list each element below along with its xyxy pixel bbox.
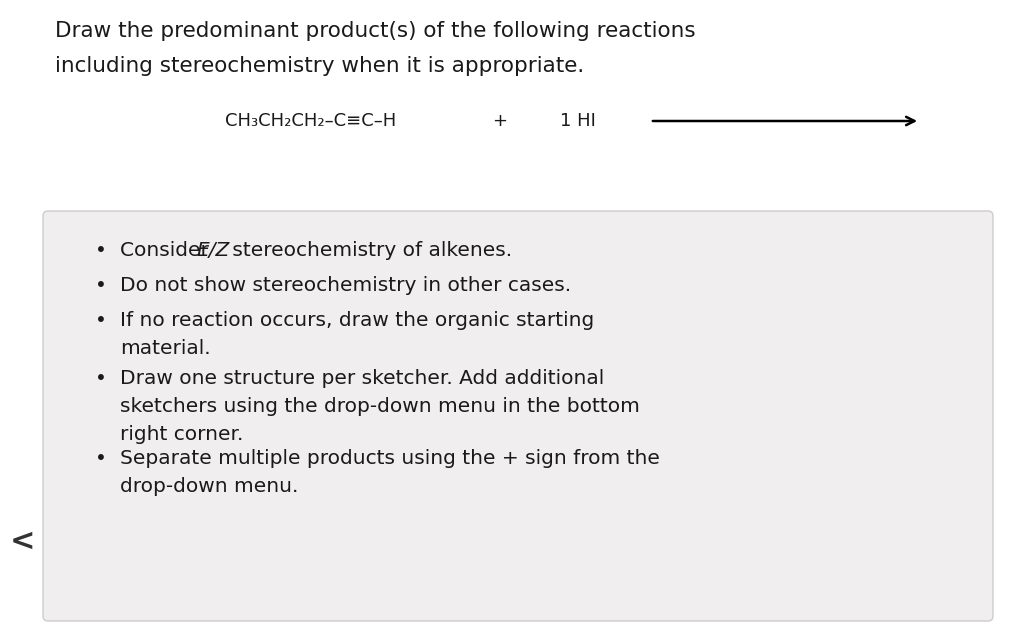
Text: •: •: [95, 241, 107, 260]
Text: material.: material.: [120, 339, 210, 358]
Text: E/Z: E/Z: [196, 241, 229, 260]
Text: stereochemistry of alkenes.: stereochemistry of alkenes.: [226, 241, 512, 260]
Text: •: •: [95, 276, 107, 295]
Text: drop-down menu.: drop-down menu.: [120, 477, 299, 496]
Text: Draw one structure per sketcher. Add additional: Draw one structure per sketcher. Add add…: [120, 369, 603, 388]
Text: sketchers using the drop-down menu in the bottom: sketchers using the drop-down menu in th…: [120, 397, 639, 416]
Text: 1 HI: 1 HI: [559, 112, 595, 130]
Text: <: <: [10, 526, 36, 555]
FancyArrowPatch shape: [652, 117, 913, 125]
Text: CH₃CH₂CH₂–C≡C–H: CH₃CH₂CH₂–C≡C–H: [225, 112, 395, 130]
Text: If no reaction occurs, draw the organic starting: If no reaction occurs, draw the organic …: [120, 311, 594, 330]
Text: Consider: Consider: [120, 241, 215, 260]
Text: Draw the predominant product(s) of the following reactions: Draw the predominant product(s) of the f…: [55, 21, 695, 41]
Text: •: •: [95, 449, 107, 468]
Text: right corner.: right corner.: [120, 425, 244, 444]
Text: +: +: [492, 112, 507, 130]
Text: Separate multiple products using the + sign from the: Separate multiple products using the + s…: [120, 449, 659, 468]
FancyBboxPatch shape: [43, 211, 993, 621]
Text: •: •: [95, 369, 107, 388]
Text: including stereochemistry when it is appropriate.: including stereochemistry when it is app…: [55, 56, 584, 76]
Text: •: •: [95, 311, 107, 330]
Text: Do not show stereochemistry in other cases.: Do not show stereochemistry in other cas…: [120, 276, 571, 295]
